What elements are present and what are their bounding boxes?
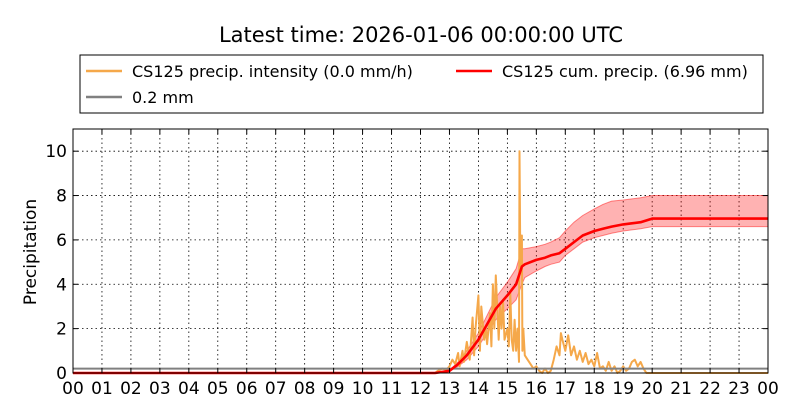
x-tick-label: 05: [207, 379, 229, 399]
x-tick-label: 13: [439, 379, 461, 399]
x-tick-label: 04: [178, 379, 200, 399]
x-tick-label: 03: [149, 379, 171, 399]
legend-label-intensity: CS125 precip. intensity (0.0 mm/h): [132, 62, 413, 81]
x-tick-label: 11: [381, 379, 403, 399]
x-tick-label: 09: [323, 379, 345, 399]
y-tick-label: 0: [56, 364, 67, 384]
y-tick-label: 6: [56, 231, 67, 251]
y-tick-label: 4: [56, 275, 67, 295]
x-tick-label: 19: [612, 379, 634, 399]
x-tick-label: 00: [62, 379, 84, 399]
legend-label-cumulative: CS125 cum. precip. (6.96 mm): [502, 62, 748, 81]
y-tick-label: 10: [45, 142, 67, 162]
legend-label-threshold: 0.2 mm: [132, 88, 194, 107]
plot-area: 00 01 02 03 04 05 06 07 08 09 10 11 12 13 14 15 16 17 18 19…: [45, 128, 779, 399]
x-tick-label: 22: [699, 379, 721, 399]
legend: CS125 precip. intensity (0.0 mm/h) CS125…: [79, 54, 764, 114]
legend-box: [79, 54, 764, 114]
x-tick-label: 23: [728, 379, 750, 399]
x-tick-label: 20: [641, 379, 663, 399]
x-tick-label: 17: [554, 379, 576, 399]
series-line-intensity: [73, 150, 768, 374]
x-tick-label: 10: [352, 379, 374, 399]
series-line-cumulative: [73, 217, 768, 375]
x-tick-label: 06: [236, 379, 258, 399]
x-tick-label: 21: [670, 379, 692, 399]
x-tick-label: 14: [468, 379, 490, 399]
x-tick-label: 02: [120, 379, 142, 399]
x-tick-label: 18: [583, 379, 605, 399]
x-tick-label: 08: [294, 379, 316, 399]
y-axis-label: Precipitation: [21, 199, 41, 305]
x-tick-label: 15: [497, 379, 519, 399]
x-tick-label: 00: [757, 379, 779, 399]
chart-title: Latest time: 2026-01-06 00:00:00 UTC: [219, 23, 623, 47]
x-tick-label: 16: [526, 379, 548, 399]
y-tick-label: 2: [56, 320, 67, 340]
y-tick-label: 8: [56, 187, 67, 207]
x-tick-label: 01: [91, 379, 113, 399]
x-tick-label: 07: [265, 379, 287, 399]
x-tick-label: 12: [410, 379, 432, 399]
